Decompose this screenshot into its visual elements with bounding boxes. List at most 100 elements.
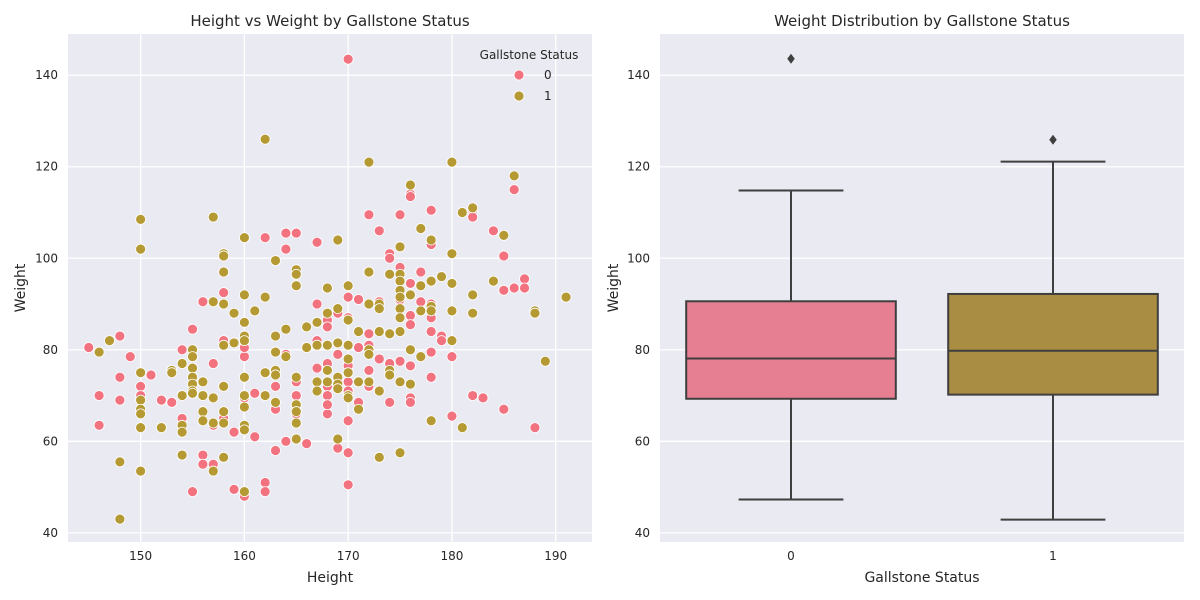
scatter-point-series-0 [467, 390, 479, 401]
scatter-point-series-1 [104, 335, 115, 347]
scatter-point-series-1 [207, 417, 219, 429]
scatter-point-series-1 [363, 298, 375, 310]
box-x-tick-label: 0 [787, 549, 795, 563]
scatter-y-axis-label: Weight [13, 263, 29, 312]
scatter-point-series-1 [353, 326, 364, 337]
scatter-point-series-1 [187, 351, 198, 363]
scatter-title: Height vs Weight by Gallstone Status [190, 12, 470, 30]
scatter-point-series-1 [405, 378, 416, 390]
scatter-point-series-1 [290, 268, 302, 280]
scatter-point-series-1 [363, 376, 375, 388]
scatter-point-series-0 [259, 477, 271, 488]
box-category-0 [685, 53, 897, 501]
scatter-point-series-0 [249, 431, 261, 443]
scatter-point-series-1 [384, 369, 396, 381]
scatter-point-series-1 [249, 305, 261, 317]
scatter-point-series-0 [405, 310, 416, 321]
scatter-point-series-0 [197, 458, 209, 470]
scatter-point-series-1 [218, 406, 230, 417]
scatter-point-series-1 [280, 351, 292, 363]
scatter-point-series-1 [322, 376, 333, 388]
scatter-point-series-1 [176, 426, 188, 438]
scatter-point-series-1 [456, 207, 468, 218]
scatter-point-series-1 [446, 156, 458, 168]
scatter-point-series-0 [280, 435, 292, 447]
scatter-point-series-1 [259, 390, 271, 401]
scatter-point-series-1 [238, 371, 250, 383]
scatter-point-series-1 [238, 335, 250, 347]
scatter-point-series-0 [415, 296, 427, 308]
scatter-point-series-0 [425, 326, 437, 337]
scatter-x-tick-label: 190 [544, 549, 567, 563]
scatter-point-series-1 [259, 367, 271, 379]
scatter-x-tick-label: 160 [233, 549, 256, 563]
box-y-tick-label: 40 [635, 526, 650, 540]
scatter-point-series-1 [373, 326, 385, 337]
scatter-point-series-1 [311, 376, 323, 388]
scatter-point-series-1 [342, 392, 354, 404]
scatter-point-series-0 [290, 227, 302, 239]
scatter-point-series-1 [311, 385, 323, 397]
scatter-point-series-0 [332, 442, 344, 454]
scatter-point-series-1 [415, 280, 427, 292]
scatter-point-series-1 [405, 344, 416, 356]
scatter-point-series-1 [467, 289, 479, 301]
scatter-point-series-1 [311, 339, 323, 351]
scatter-point-series-1 [238, 486, 250, 498]
scatter-point-series-0 [373, 353, 385, 365]
scatter-point-series-1 [529, 307, 541, 319]
scatter-points [83, 53, 572, 525]
scatter-point-series-1 [373, 451, 385, 463]
scatter-point-series-1 [270, 330, 281, 342]
scatter-panel: 150 160 170 180 190 40 60 80 100 120 140 Height v… [13, 12, 592, 586]
scatter-point-series-1 [301, 342, 313, 353]
scatter-y-tick-label: 60 [43, 434, 58, 448]
scatter-point-series-1 [353, 403, 364, 415]
scatter-point-series-1 [405, 179, 416, 191]
scatter-point-series-1 [425, 275, 437, 287]
scatter-point-series-1 [135, 213, 147, 225]
scatter-point-series-1 [280, 323, 292, 335]
scatter-point-series-0 [228, 426, 240, 438]
scatter-point-series-1 [384, 268, 396, 280]
scatter-point-series-0 [477, 392, 489, 404]
scatter-y-ticks: 40 60 80 100 120 140 [35, 68, 58, 540]
scatter-point-series-1 [114, 456, 126, 468]
scatter-point-series-0 [135, 380, 147, 392]
box-iqr [685, 300, 897, 400]
scatter-point-series-0 [83, 342, 95, 353]
scatter-point-series-1 [363, 348, 375, 360]
scatter-point-series-0 [519, 273, 530, 285]
scatter-point-series-0 [394, 209, 406, 221]
scatter-point-series-0 [425, 204, 437, 216]
scatter-point-series-0 [384, 252, 396, 264]
scatter-point-series-1 [290, 371, 302, 383]
scatter-point-series-1 [415, 351, 427, 363]
scatter-point-series-1 [332, 234, 344, 246]
scatter-point-series-1 [342, 367, 354, 379]
box-x-axis-label: Gallstone Status [864, 570, 979, 586]
scatter-point-series-1 [332, 303, 344, 314]
scatter-point-series-0 [363, 328, 375, 340]
scatter-point-series-1 [207, 211, 219, 223]
scatter-point-series-1 [238, 390, 250, 401]
scatter-point-series-1 [114, 513, 126, 525]
scatter-point-series-1 [508, 170, 520, 182]
scatter-point-series-0 [467, 211, 479, 223]
scatter-point-series-0 [425, 346, 437, 358]
scatter-point-series-0 [270, 380, 281, 392]
scatter-point-series-1 [228, 337, 240, 349]
box-category-1 [947, 134, 1159, 521]
scatter-point-series-0 [311, 298, 323, 310]
scatter-point-series-1 [197, 406, 209, 417]
scatter-point-series-1 [238, 424, 250, 436]
scatter-point-series-0 [405, 191, 416, 202]
scatter-point-series-0 [249, 387, 261, 399]
scatter-point-series-1 [270, 369, 281, 381]
scatter-point-series-0 [363, 209, 375, 221]
scatter-point-series-0 [280, 243, 292, 255]
scatter-point-series-0 [93, 419, 105, 431]
scatter-point-series-0 [353, 294, 364, 305]
scatter-point-series-0 [228, 483, 240, 495]
